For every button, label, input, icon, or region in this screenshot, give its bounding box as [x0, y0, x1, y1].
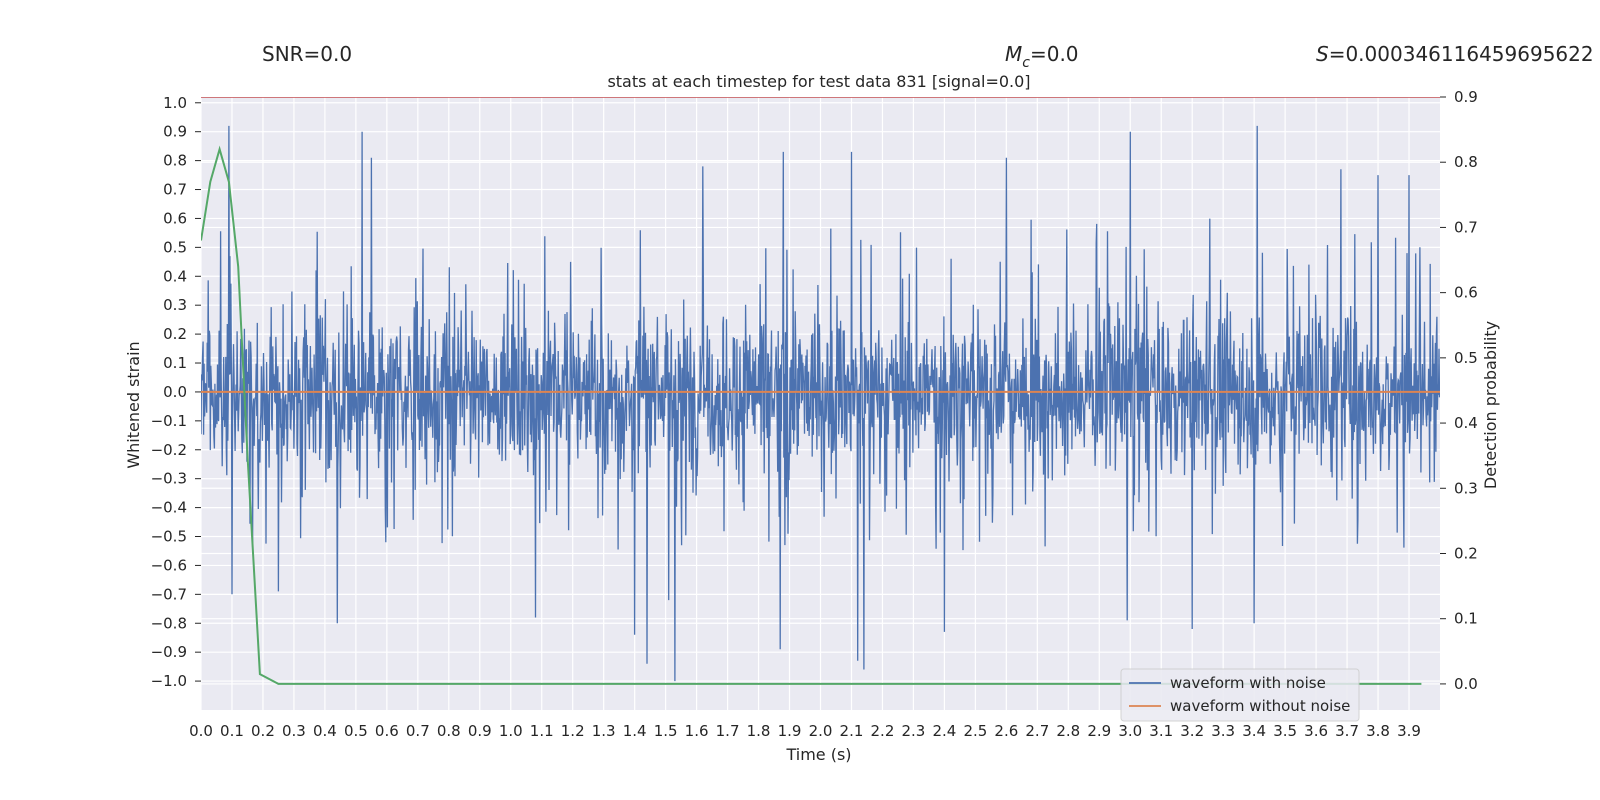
y-tick-label: 0.4	[163, 267, 187, 285]
y2-tick-label: 0.0	[1454, 675, 1478, 693]
y2-tick-label: 0.3	[1454, 479, 1478, 497]
y-axis-label: Whitened strain	[124, 341, 143, 468]
chirp-mass-subscript: c	[1022, 55, 1030, 71]
x-tick-label: 3.2	[1180, 722, 1204, 740]
x-tick-label: 0.5	[344, 722, 368, 740]
y-tick-label: −0.1	[151, 412, 187, 430]
y-tick-labels: 1.0 0.9 0.8 0.7 0.6 0.5 0.4 0.3 0.2 0.1 0.0 −0.1 −0.…	[151, 94, 187, 690]
x-tick-label: 0.3	[282, 722, 306, 740]
y-tick-label: −0.4	[151, 499, 187, 517]
x-tick-label: 3.7	[1335, 722, 1359, 740]
s-stat-value: =0.000346116459695622	[1329, 42, 1594, 66]
y-tick-label: 0.7	[163, 181, 187, 199]
x-tick-label: 2.8	[1056, 722, 1080, 740]
y-tick-label: −0.9	[151, 643, 187, 661]
x-tick-label: 1.2	[561, 722, 585, 740]
chirp-mass-label: Mc=0.0	[1005, 42, 1079, 71]
x-tick-label: 3.3	[1211, 722, 1235, 740]
x-tick-label: 3.8	[1366, 722, 1390, 740]
y-tick-label: −0.7	[151, 585, 187, 603]
chirp-mass-value: =0.0	[1030, 42, 1079, 66]
y-tick-label: 0.5	[163, 238, 187, 256]
y-tick-label: −0.5	[151, 528, 187, 546]
series-layer	[201, 97, 1440, 685]
x-tick-label: 2.9	[1087, 722, 1111, 740]
x-tick-label: 0.2	[251, 722, 275, 740]
y2-tick-label: 0.4	[1454, 414, 1478, 432]
legend-label-clean: waveform without noise	[1170, 697, 1350, 715]
x-tick-label: 0.9	[468, 722, 492, 740]
x-tick-label: 0.1	[220, 722, 244, 740]
x-tick-label: 1.3	[592, 722, 616, 740]
y-tick-label: 0.2	[163, 325, 187, 343]
y2-tick-labels: 0.9 0.8 0.7 0.6 0.5 0.4 0.3 0.2 0.1 0.0	[1454, 88, 1478, 693]
y-tick-label: −0.8	[151, 614, 187, 632]
y2-tick-label: 0.1	[1454, 610, 1478, 628]
x-tick-label: 2.1	[840, 722, 864, 740]
y-tick-label: −1.0	[151, 672, 187, 690]
y2-tick-label: 0.2	[1454, 544, 1478, 562]
y-tick-label: −0.3	[151, 470, 187, 488]
x-tick-label: 1.0	[499, 722, 523, 740]
y-tick-label: 0.1	[163, 354, 187, 372]
x-tick-label: 3.1	[1149, 722, 1173, 740]
y2-tick-label: 0.5	[1454, 349, 1478, 367]
x-tick-label: 1.1	[530, 722, 554, 740]
x-tick-label: 0.4	[313, 722, 337, 740]
y-tick-label: −0.2	[151, 441, 187, 459]
s-stat-label: S=0.000346116459695622	[1316, 42, 1594, 66]
chart-title: stats at each timestep for test data 831…	[607, 72, 1030, 91]
y-tick-label: 0.9	[163, 123, 187, 141]
snr-label: SNR=0.0	[262, 42, 352, 66]
x-tick-label: 0.6	[375, 722, 399, 740]
s-stat-symbol: S	[1316, 42, 1329, 66]
x-tick-label: 3.5	[1273, 722, 1297, 740]
y-tick-label: 0.3	[163, 296, 187, 314]
x-tick-label: 0.0	[189, 722, 213, 740]
series-waveform-with-noise	[201, 125, 1440, 682]
x-tick-label: 2.2	[871, 722, 895, 740]
x-tick-label: 1.7	[716, 722, 740, 740]
x-tick-label: 2.4	[932, 722, 956, 740]
chirp-mass-symbol: M	[1005, 42, 1022, 66]
x-tick-label: 3.4	[1242, 722, 1266, 740]
y2-axis-label: Detection probability	[1481, 321, 1500, 489]
y2-tick-label: 0.8	[1454, 153, 1478, 171]
x-tick-labels: 0.0 0.1 0.2 0.3 0.4 0.5 0.6 0.7 0.8 0.9 1.0 1.1 1.2 1…	[189, 722, 1421, 740]
x-tick-label: 1.6	[685, 722, 709, 740]
x-tick-label: 3.9	[1397, 722, 1421, 740]
y2-tick-label: 0.6	[1454, 284, 1478, 302]
y-tick-label: 0.8	[163, 152, 187, 170]
y-tick-label: 0.0	[163, 383, 187, 401]
x-tick-label: 2.3	[901, 722, 925, 740]
x-axis-label: Time (s)	[785, 745, 851, 764]
x-tick-label: 1.8	[747, 722, 771, 740]
x-tick-label: 2.7	[1025, 722, 1049, 740]
x-tick-label: 0.8	[437, 722, 461, 740]
x-tick-label: 3.0	[1118, 722, 1142, 740]
x-tick-label: 1.4	[623, 722, 647, 740]
y-tick-label: −0.6	[151, 556, 187, 574]
x-tick-label: 2.0	[809, 722, 833, 740]
legend-label-noise: waveform with noise	[1170, 674, 1326, 692]
x-tick-label: 1.9	[778, 722, 802, 740]
y-tick-label: 1.0	[163, 94, 187, 112]
x-tick-label: 2.5	[963, 722, 987, 740]
series-detection-probability	[201, 145, 1422, 685]
x-tick-label: 3.6	[1304, 722, 1328, 740]
y2-tick-label: 0.7	[1454, 218, 1478, 236]
legend-box	[1120, 668, 1360, 722]
y2-tick-label: 0.9	[1454, 88, 1478, 106]
x-tick-label: 2.6	[994, 722, 1018, 740]
legend: waveform with noise waveform without noi…	[1120, 668, 1360, 722]
y-tick-label: 0.6	[163, 209, 187, 227]
x-tick-label: 1.5	[654, 722, 678, 740]
x-tick-label: 0.7	[406, 722, 430, 740]
